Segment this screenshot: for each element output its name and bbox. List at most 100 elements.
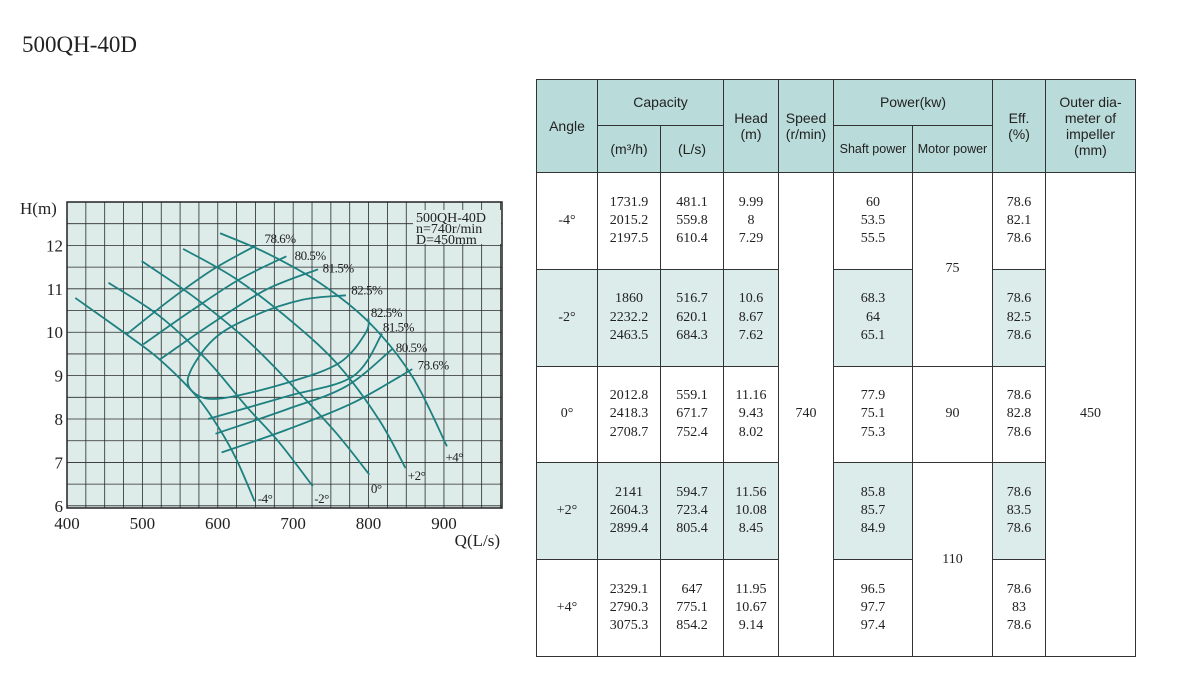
capacity-ls-cell: 516.7 620.1 684.3 (660, 268, 724, 367)
angle-cell: +2° (536, 462, 598, 561)
efficiency-curve (215, 348, 394, 435)
shaft-power-cell-value: 60 (866, 194, 880, 210)
capacity-m3h-cell-value: 2015.2 (609, 212, 649, 228)
performance-table: Angle Capacity Head (m) Speed (r/min) Powe… (536, 79, 1136, 657)
shaft-power-cell-value: 84.9 (860, 521, 886, 537)
shaft-power-cell-value: 55.5 (860, 230, 886, 246)
capacity-ls-cell-value: 671.7 (676, 406, 708, 422)
eff-cell: 78.6 82.1 78.6 (992, 172, 1046, 270)
head-cell: 9.99 8 7.29 (723, 172, 779, 270)
x-tick-label: 400 (54, 514, 80, 533)
head-cell-value: 11.95 (735, 581, 767, 597)
header-eff-label: Eff. (1008, 109, 1030, 126)
efficiency-label: 81.5% (383, 319, 415, 334)
efficiency-curve (207, 333, 383, 420)
capacity-ls-cell: 647 775.1 854.2 (660, 559, 724, 657)
shaft-power-cell-value: 65.1 (860, 327, 886, 343)
header-speed: Speed (r/min) (778, 79, 834, 173)
eff-cell-value: 78.6 (1006, 194, 1032, 210)
x-tick-label: 900 (431, 514, 457, 533)
header-speed-unit: (r/min) (785, 126, 827, 142)
header-head-label: Head (734, 109, 768, 126)
angle-cell: 0° (536, 365, 598, 464)
plot-border (66, 201, 503, 509)
head-cell-value: 10.6 (738, 291, 764, 307)
table-row: 0° 2012.8 2418.3 2708.7 559.1 671.7 752.4 11.16… (536, 365, 1136, 464)
header-outer-unit: (mm) (1074, 142, 1107, 159)
header-m3h: (m³/h) (597, 125, 661, 173)
x-tick-label: 500 (130, 514, 156, 533)
capacity-m3h-cell-value: 2604.3 (609, 503, 649, 519)
capacity-m3h-cell: 2329.1 2790.3 3075.3 (597, 559, 661, 657)
head-cell-value: 8.67 (738, 309, 764, 325)
angle-label: -4° (258, 491, 273, 506)
eff-cell-value: 83.5 (1006, 503, 1032, 519)
capacity-m3h-cell-value: 2708.7 (609, 424, 649, 440)
capacity-ls-cell-value: 610.4 (676, 230, 708, 246)
shaft-power-cell-value: 75.3 (860, 424, 886, 440)
header-outer-diameter: Outer dia-meter of impeller (mm) (1045, 79, 1136, 173)
eff-cell: 78.6 83 78.6 (992, 559, 1046, 657)
head-cell-value: 10.67 (735, 599, 767, 615)
shaft-power-cell: 85.8 85.7 84.9 (833, 462, 913, 561)
table-row: +4° 2329.1 2790.3 3075.3 647 775.1 854.2 11.95 1… (536, 559, 1136, 657)
motor-power-cell: 90 (912, 365, 993, 464)
capacity-ls-cell-value: 481.1 (676, 194, 708, 210)
head-cell-value: 10.08 (735, 503, 767, 519)
eff-cell: 78.6 82.8 78.6 (992, 365, 1046, 464)
capacity-ls-cell-value: 559.8 (676, 212, 708, 228)
info-box (413, 210, 501, 244)
eff-cell-value: 82.5 (1006, 309, 1032, 325)
grid (66, 201, 502, 508)
capacity-m3h-cell: 1860 2232.2 2463.5 (597, 268, 661, 367)
head-cell-value: 11.16 (735, 388, 767, 404)
angle-curve (107, 281, 314, 487)
efficiency-label: 78.6% (265, 231, 297, 246)
capacity-ls-cell-value: 775.1 (676, 599, 708, 615)
eff-cell-value: 78.6 (1006, 230, 1032, 246)
capacity-ls-cell-value: 805.4 (676, 521, 708, 537)
eff-cell-value: 78.6 (1006, 327, 1032, 343)
capacity-m3h-cell-value: 3075.3 (609, 618, 649, 634)
eff-cell-value: 78.6 (1006, 581, 1032, 597)
efficiency-curve (142, 255, 287, 346)
capacity-ls-cell: 481.1 559.8 610.4 (660, 172, 724, 270)
header-eff-unit: (%) (1008, 126, 1030, 142)
page-title: 500QH-40D (22, 32, 137, 57)
angle-label: +2° (408, 468, 426, 483)
capacity-m3h-cell-value: 2790.3 (609, 599, 649, 615)
y-axis-label: H(m) (20, 199, 57, 218)
efficiency-label: 78.6% (418, 358, 450, 373)
capacity-m3h-cell-value: 2012.8 (609, 388, 649, 404)
shaft-power-cell-value: 77.9 (860, 388, 886, 404)
shaft-power-cell: 96.5 97.7 97.4 (833, 559, 913, 657)
capacity-ls-cell-value: 723.4 (676, 503, 708, 519)
head-cell: 11.95 10.67 9.14 (723, 559, 779, 657)
head-cell-value: 9.99 (738, 194, 764, 210)
speed-cell: 740 (778, 172, 834, 657)
angle-label: +4° (445, 450, 463, 465)
head-cell: 11.56 10.08 8.45 (723, 462, 779, 561)
header-angle: Angle (536, 79, 598, 173)
shaft-power-cell: 77.9 75.1 75.3 (833, 365, 913, 464)
eff-cell-value: 78.6 (1006, 291, 1032, 307)
plot-area (67, 202, 502, 508)
efficiency-label: 80.5% (396, 340, 428, 355)
head-cell-value: 8.45 (738, 521, 764, 537)
x-axis-label: Q(L/s) (455, 531, 500, 550)
capacity-m3h-cell: 1731.9 2015.2 2197.5 (597, 172, 661, 270)
eff-cell-value: 82.8 (1006, 406, 1032, 422)
shaft-power-cell: 60 53.5 55.5 (833, 172, 913, 270)
y-tick-label: 10 (46, 323, 63, 342)
header-capacity: Capacity (597, 79, 724, 126)
motor-power-cell: 75 (912, 172, 993, 367)
y-tick-label: 6 (55, 497, 64, 516)
capacity-ls-cell-value: 620.1 (676, 309, 708, 325)
motor-power-cell: 110 (912, 462, 993, 657)
shaft-power-cell-value: 85.8 (860, 485, 886, 500)
table-row: +2° 2141 2604.3 2899.4 594.7 723.4 805.4 11.56 1… (536, 462, 1136, 657)
table-row: -2° 1860 2232.2 2463.5 516.7 620.1 684.3 10.6 8.… (536, 268, 1136, 367)
efficiency-curve (186, 294, 370, 400)
head-cell-value: 8.02 (738, 424, 764, 440)
